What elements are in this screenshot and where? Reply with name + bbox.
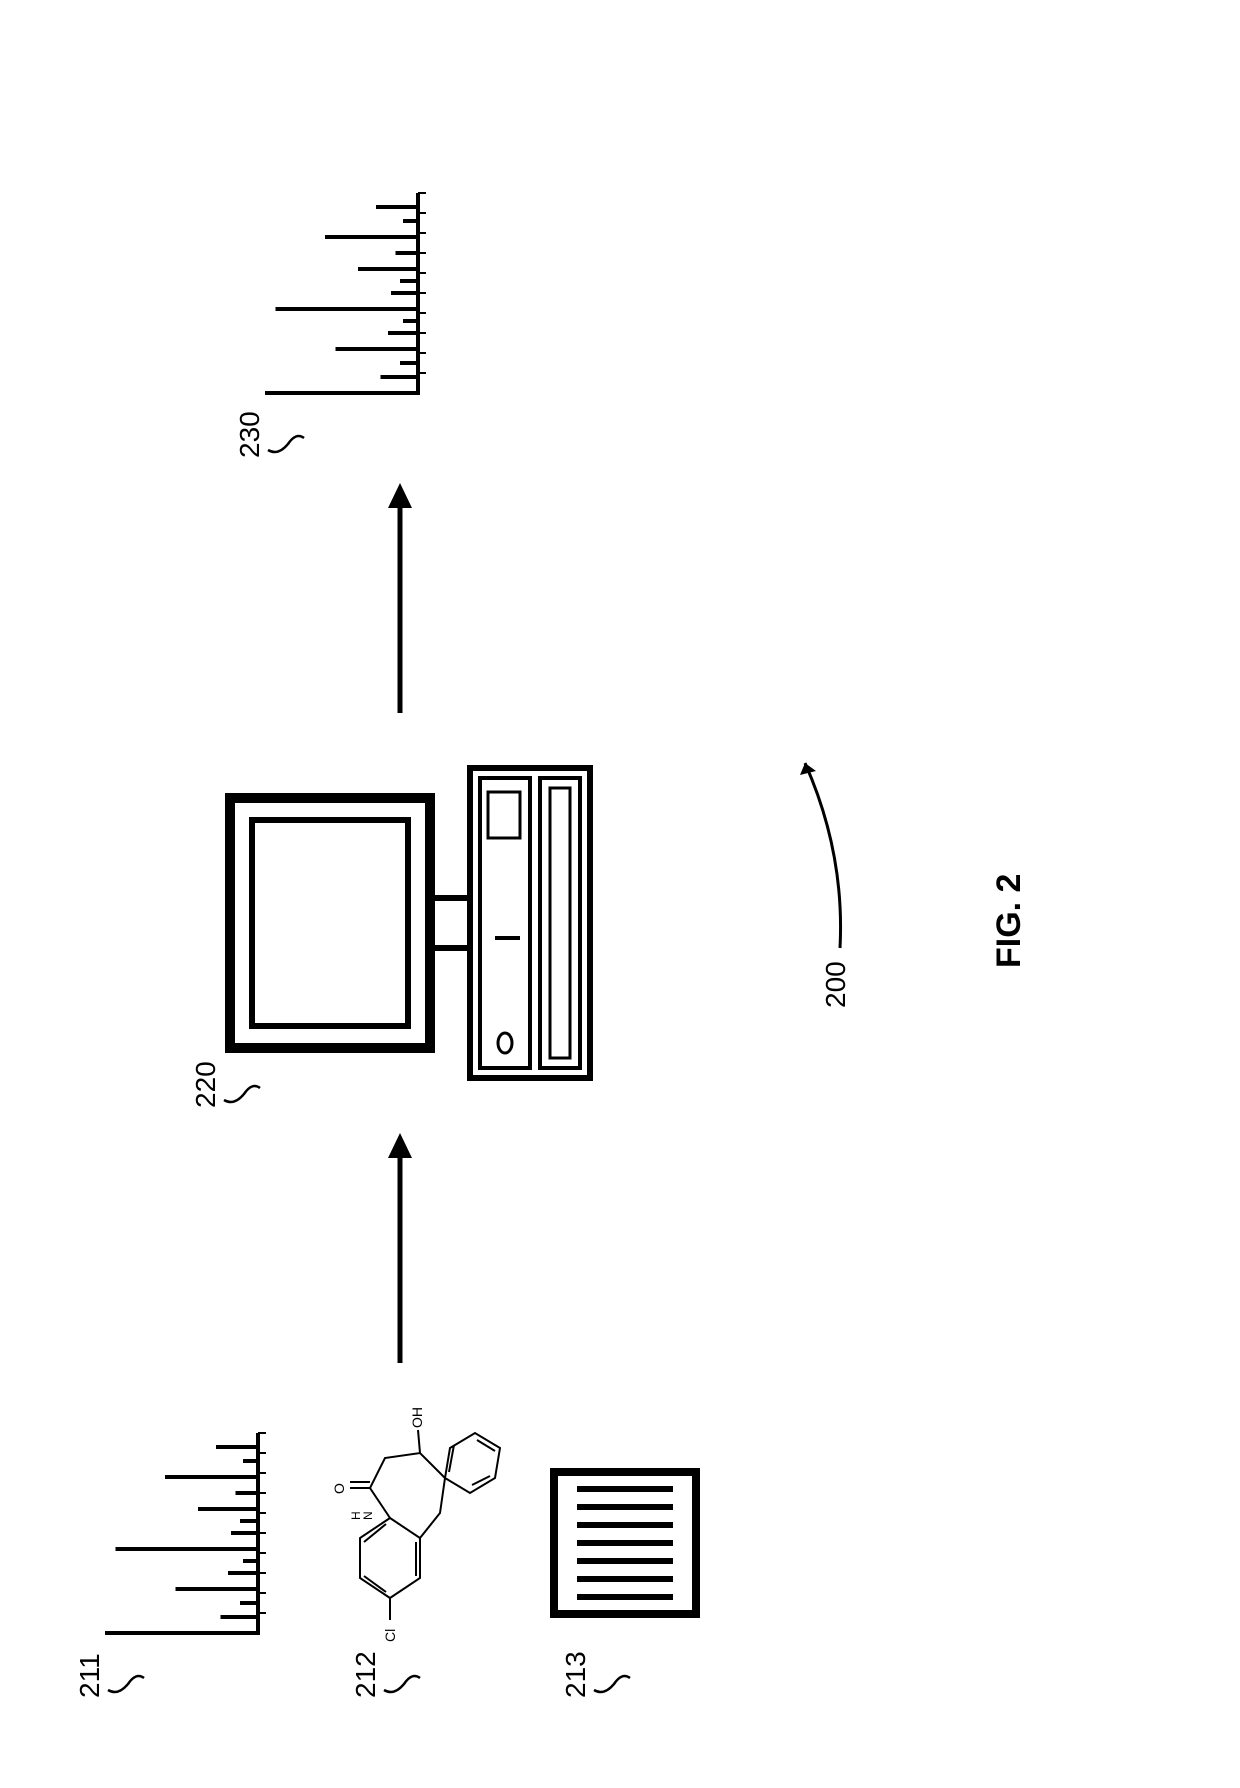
barcode-icon	[550, 1468, 700, 1618]
ref-211-group: 211	[74, 1653, 146, 1698]
ref-212-label: 212	[350, 1651, 381, 1698]
ref-213-group: 213	[560, 1651, 632, 1698]
ref-211-label: 211	[74, 1653, 105, 1698]
molecule-h-label: H	[349, 1511, 363, 1520]
ref-212-hook	[382, 1658, 422, 1698]
ref-211-hook	[106, 1658, 146, 1698]
ref-230-hook	[266, 418, 306, 458]
molecule-cl-label: Cl	[382, 1629, 398, 1642]
ref-213-label: 213	[560, 1651, 591, 1698]
arrow-inputs-to-computer	[380, 1128, 420, 1368]
computer-icon	[220, 758, 600, 1088]
ref-220-label: 220	[190, 1061, 221, 1108]
molecule-icon: Cl O OH N H	[300, 1408, 520, 1648]
ref-230-label: 230	[234, 411, 265, 458]
figure-stage: 211 212	[0, 0, 1240, 1788]
molecule-n-label: N	[361, 1511, 375, 1520]
spectrum-output-icon	[260, 188, 430, 398]
ref-230-group: 230	[234, 411, 306, 458]
ref-200-label: 200	[820, 961, 852, 1008]
figure-title: FIG. 2	[990, 874, 1029, 968]
spectrum-input-icon	[100, 1428, 270, 1638]
arrow-computer-to-output	[380, 478, 420, 718]
ref-212-group: 212	[350, 1651, 422, 1698]
ref-200-arrow	[790, 733, 860, 953]
molecule-o-label: O	[331, 1483, 347, 1494]
molecule-oh-label: OH	[409, 1408, 425, 1428]
ref-213-hook	[592, 1658, 632, 1698]
